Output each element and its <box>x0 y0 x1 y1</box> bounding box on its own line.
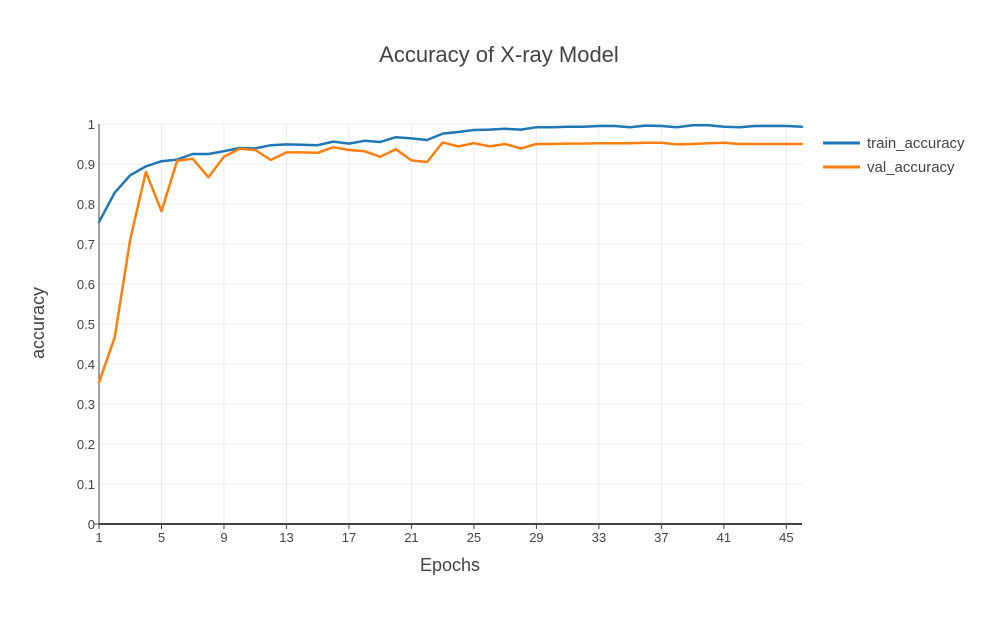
legend-item-val-accuracy[interactable]: val_accuracy <box>823 159 955 176</box>
gridlines <box>99 123 802 524</box>
legend-item-train-accuracy[interactable]: train_accuracy <box>823 135 965 152</box>
y-tick-label: 0.9 <box>77 157 95 172</box>
y-tick-label: 0.7 <box>77 237 95 252</box>
x-tick-label: 45 <box>779 530 793 545</box>
y-tick-label: 0 <box>88 517 95 532</box>
x-tick-label: 21 <box>404 530 418 545</box>
x-tick-label: 1 <box>95 530 102 545</box>
x-tick-label: 25 <box>467 530 481 545</box>
axes: 0 0.1 0.2 0.3 0.4 0.5 0.6 0.7 0.8 0.9 1 1 5 9 13 17 21 25… <box>77 117 802 545</box>
y-tick-label: 0.3 <box>77 397 95 412</box>
chart-title: Accuracy of X-ray Model <box>379 42 619 67</box>
x-tick-label: 41 <box>717 530 731 545</box>
series-line-train-accuracy <box>97 123 804 224</box>
y-tick-label: 0.8 <box>77 197 95 212</box>
y-tick-label: 1 <box>88 117 95 132</box>
series-line-val-accuracy <box>97 141 804 384</box>
legend-label: train_accuracy <box>867 135 965 152</box>
x-tick-label: 37 <box>654 530 668 545</box>
legend-label: val_accuracy <box>867 159 955 176</box>
x-tick-label: 9 <box>220 530 227 545</box>
series-lines <box>97 123 804 384</box>
x-tick-label: 29 <box>529 530 543 545</box>
x-tick-label: 5 <box>158 530 165 545</box>
x-axis-title: Epochs <box>420 555 480 575</box>
legend[interactable]: train_accuracy val_accuracy <box>823 135 965 176</box>
x-tick-label: 17 <box>342 530 356 545</box>
y-tick-label: 0.1 <box>77 477 95 492</box>
y-tick-label: 0.6 <box>77 277 95 292</box>
x-tick-label: 33 <box>592 530 606 545</box>
x-tick-label: 13 <box>279 530 293 545</box>
y-tick-label: 0.5 <box>77 317 95 332</box>
y-tick-label: 0.4 <box>77 357 95 372</box>
y-tick-label: 0.2 <box>77 437 95 452</box>
y-axis-title: accuracy <box>28 287 48 359</box>
